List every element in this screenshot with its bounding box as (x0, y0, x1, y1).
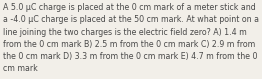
Text: from the 0 cm mark B) 2.5 m from the 0 cm mark C) 2.9 m from: from the 0 cm mark B) 2.5 m from the 0 c… (3, 40, 255, 49)
Text: A 5.0 μC charge is placed at the 0 cm mark of a meter stick and: A 5.0 μC charge is placed at the 0 cm ma… (3, 3, 256, 12)
Text: the 0 cm mark D) 3.3 m from the 0 cm mark E) 4.7 m from the 0: the 0 cm mark D) 3.3 m from the 0 cm mar… (3, 52, 258, 61)
Text: cm mark: cm mark (3, 64, 38, 73)
Text: a -4.0 μC charge is placed at the 50 cm mark. At what point on a: a -4.0 μC charge is placed at the 50 cm … (3, 15, 259, 24)
Text: line joining the two charges is the electric field zero? A) 1.4 m: line joining the two charges is the elec… (3, 28, 247, 37)
